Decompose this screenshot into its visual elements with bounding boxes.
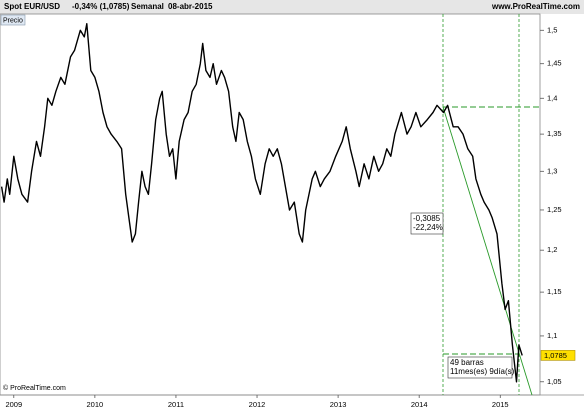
copyright: © ProRealTime.com bbox=[3, 384, 66, 392]
y-tick-label: 1,2 bbox=[547, 245, 557, 254]
x-tick-label: 2014 bbox=[411, 400, 428, 409]
date: 08-abr-2015 bbox=[168, 2, 213, 11]
annotation-text: -22,24% bbox=[413, 223, 443, 232]
legend-box bbox=[0, 14, 26, 26]
header-bar bbox=[0, 0, 584, 14]
y-tick-label: 1,05 bbox=[547, 377, 562, 386]
y-tick-label: 1,4 bbox=[547, 93, 557, 102]
annotation-text: 11mes(es) 9día(s) bbox=[450, 367, 515, 376]
period: Semanal bbox=[131, 2, 164, 11]
x-tick-label: 2013 bbox=[330, 400, 347, 409]
y-tick-label: 1,25 bbox=[547, 205, 562, 214]
x-tick-label: 2015 bbox=[492, 400, 509, 409]
annotation-box bbox=[410, 212, 444, 235]
x-tick-label: 2010 bbox=[87, 400, 104, 409]
y-tick-label: 1,15 bbox=[547, 287, 562, 296]
last-price-label: 1,0785 bbox=[544, 351, 567, 360]
y-tick-label: 1,45 bbox=[547, 59, 562, 68]
trend-line bbox=[442, 106, 533, 396]
x-tick-label: 2012 bbox=[249, 400, 266, 409]
price-line bbox=[0, 23, 523, 383]
y-tick-label: 1,1 bbox=[547, 331, 557, 340]
last-price-box bbox=[540, 350, 576, 361]
y-tick-label: 1,35 bbox=[547, 129, 562, 138]
legend: Precio bbox=[3, 17, 23, 24]
annotation-text: 49 barras bbox=[450, 358, 484, 367]
plot-frame bbox=[0, 13, 541, 396]
change: -0,34% (1,0785) bbox=[72, 2, 130, 11]
annotation-text: -0,3085 bbox=[413, 214, 441, 223]
x-tick-label: 2009 bbox=[5, 400, 22, 409]
symbol: Spot EUR/USD bbox=[4, 2, 60, 11]
annotation-box bbox=[447, 356, 513, 379]
y-tick-label: 1,3 bbox=[547, 166, 557, 175]
x-tick-label: 2011 bbox=[168, 400, 184, 409]
y-tick-label: 1,5 bbox=[547, 25, 557, 34]
site: www.ProRealTime.com bbox=[491, 2, 580, 11]
